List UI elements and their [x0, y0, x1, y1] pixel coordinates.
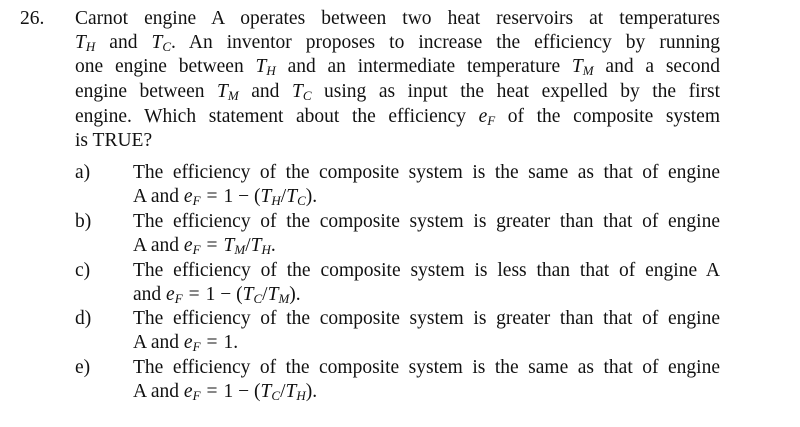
option-label: c) [75, 260, 91, 281]
math-variable: TM [223, 235, 246, 257]
text-line: A and eF = 1 − (TC/TH). [133, 381, 318, 403]
math-variable: TM [571, 56, 594, 78]
math-variable: TC [286, 186, 306, 208]
math-variable: TH [260, 186, 281, 208]
math-variable: TH [250, 235, 271, 257]
text-line: The efficiency of the composite system i… [133, 357, 720, 378]
equals-sign: = [188, 284, 200, 305]
option-label: e) [75, 357, 91, 378]
math-variable: TC [242, 284, 263, 306]
math-variable: TM [267, 284, 290, 306]
text-line: and eF = 1 − (TC/TM). [133, 284, 301, 306]
math-variable: TH [75, 32, 96, 54]
equals-sign: = [206, 332, 218, 353]
math-variable: TC [291, 81, 312, 103]
question-number: 26. [20, 8, 45, 29]
math-variable: TC [151, 32, 172, 54]
option-label: b) [75, 211, 92, 232]
text-line: one engine between TH and an intermediat… [75, 56, 720, 78]
text-line: The efficiency of the composite system i… [133, 211, 720, 232]
text-line: The efficiency of the composite system i… [133, 162, 720, 183]
equals-sign: = [206, 186, 218, 207]
math-variable: eF [183, 235, 201, 257]
text-line: A and eF = TM/TH. [133, 235, 276, 257]
equals-sign: = [206, 381, 218, 402]
equals-sign: = [206, 235, 218, 256]
math-variable: eF [478, 106, 496, 128]
text-line: engine. Which statement about the effici… [75, 106, 720, 128]
text-line: Carnot engine A operates between two hea… [75, 8, 720, 29]
math-variable: eF [166, 284, 183, 306]
math-variable: eF [183, 332, 201, 354]
text-line: engine between TM and TC using as input … [75, 81, 721, 103]
math-variable: TM [217, 81, 239, 103]
option-label: a) [75, 162, 91, 183]
math-variable: TC [260, 381, 281, 403]
text-line: The efficiency of the composite system i… [133, 260, 720, 281]
text-line: is TRUE? [75, 130, 153, 151]
math-variable: eF [183, 186, 201, 208]
text-line: A and eF = 1. [133, 332, 239, 354]
math-variable: eF [183, 381, 201, 403]
option-label: d) [75, 308, 92, 329]
math-variable: TH [255, 56, 276, 78]
text-line: TH and TC. An inventor proposes to incre… [75, 32, 720, 54]
text-line: A and eF = 1 − (TH/TC). [133, 186, 318, 208]
math-variable: TH [285, 381, 306, 403]
text-line: The efficiency of the composite system i… [133, 308, 720, 329]
